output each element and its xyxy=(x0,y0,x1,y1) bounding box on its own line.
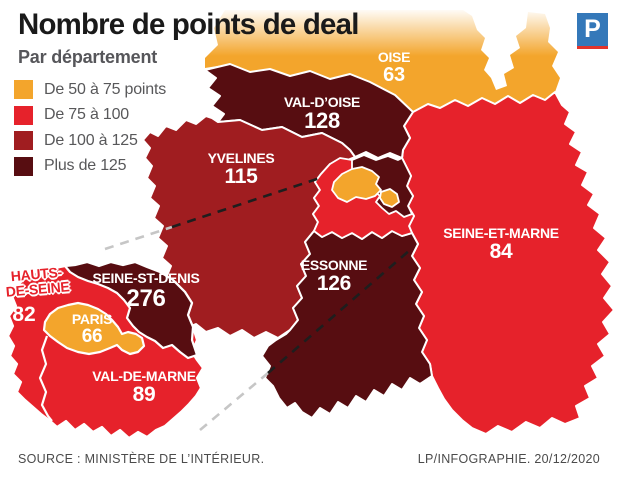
inset-seine-st-denis xyxy=(63,260,199,360)
zoom-connector-line-top xyxy=(104,225,173,251)
region-val-doise xyxy=(204,63,414,159)
inset-hds-vdm-border xyxy=(38,335,53,422)
zoom-connector-line-top xyxy=(171,176,321,229)
legend-item: Plus de 125 xyxy=(14,156,166,176)
zoom-connector-line-bottom xyxy=(199,372,269,431)
legend-swatch xyxy=(14,105,33,125)
label-oise: OISE 63 xyxy=(377,49,411,86)
legend-item: De 75 à 100 xyxy=(14,105,166,125)
label-hauts-de-seine: HAUTS- DE-SEINE xyxy=(5,263,71,300)
legend-label: Plus de 125 xyxy=(44,157,127,174)
logo-red-bar xyxy=(577,46,608,49)
legend-label: De 50 à 75 points xyxy=(44,80,167,98)
legend-label: De 75 à 100 xyxy=(44,106,129,123)
value-hauts-de-seine: 82 xyxy=(12,303,36,326)
source-text: SOURCE : MINISTÈRE DE L’INTÉRIEUR. xyxy=(18,452,265,466)
legend: De 50 à 75 points De 75 à 100 De 100 à 1… xyxy=(14,80,166,182)
label-val-de-marne: VAL-DE-MARNE 89 xyxy=(92,368,196,406)
region-paris-small xyxy=(331,166,382,203)
footer: SOURCE : MINISTÈRE DE L’INTÉRIEUR. LP/IN… xyxy=(18,452,600,466)
label-val-doise: VAL-D’OISE 128 xyxy=(283,94,361,133)
legend-label: De 100 à 125 xyxy=(44,131,138,149)
logo-letter: P xyxy=(577,13,608,46)
legend-item: De 100 à 125 xyxy=(14,131,166,150)
label-seine-st-denis: SEINE-ST-DENIS 276 xyxy=(92,270,200,312)
legend-swatch xyxy=(14,80,33,99)
region-paris-annex-small xyxy=(379,188,400,208)
region-oise xyxy=(205,10,560,112)
page-subtitle: Par département xyxy=(18,47,158,67)
le-parisien-logo: P xyxy=(577,13,608,49)
label-paris: PARIS 66 xyxy=(71,311,113,347)
region-seine-et-marne xyxy=(401,91,615,435)
legend-swatch xyxy=(14,156,33,176)
inset-paris xyxy=(42,301,146,356)
legend-swatch xyxy=(14,131,33,150)
credit-text: LP/INFOGRAPHIE. 20/12/2020 xyxy=(417,452,600,466)
page-title: Nombre de points de deal xyxy=(18,8,359,41)
label-essonne: ESSONNE 126 xyxy=(300,257,368,295)
label-yvelines: YVELINES 115 xyxy=(207,150,275,188)
legend-item: De 50 à 75 points xyxy=(14,80,166,99)
label-seine-et-marne: SEINE-ET-MARNE 84 xyxy=(443,225,559,263)
